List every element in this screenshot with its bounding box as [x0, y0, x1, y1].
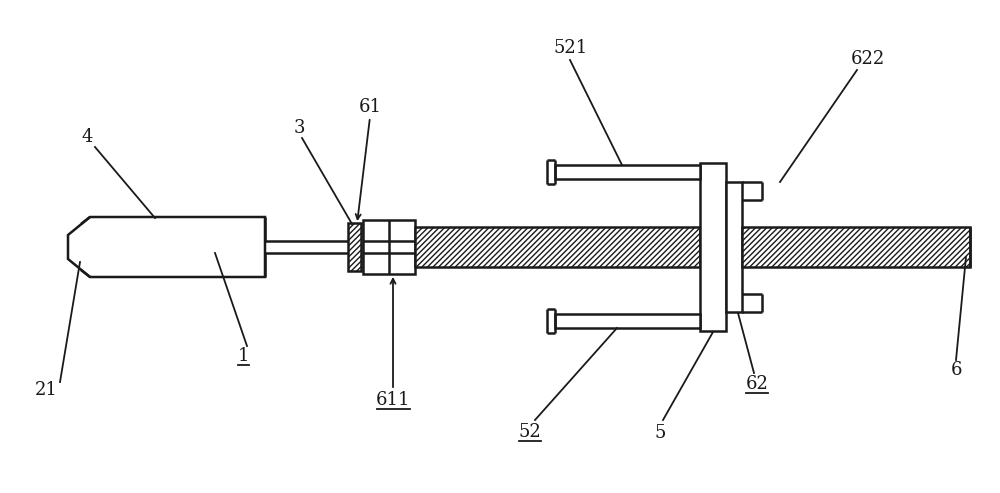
Bar: [555, 314, 700, 328]
Bar: [742, 227, 970, 267]
Bar: [415, 227, 700, 267]
Text: 6: 6: [950, 361, 962, 379]
Bar: [726, 182, 742, 312]
Bar: [348, 223, 361, 271]
Bar: [363, 220, 415, 274]
Text: 3: 3: [293, 119, 305, 137]
Text: 622: 622: [851, 50, 885, 68]
Text: 21: 21: [35, 381, 57, 399]
Text: 521: 521: [554, 39, 588, 57]
Text: 611: 611: [376, 391, 410, 409]
Bar: [555, 165, 700, 179]
Text: 52: 52: [519, 423, 541, 441]
Bar: [700, 163, 726, 331]
Polygon shape: [68, 217, 265, 277]
Text: 62: 62: [746, 375, 768, 393]
Text: 1: 1: [237, 347, 249, 365]
Text: 61: 61: [358, 98, 382, 116]
Text: 5: 5: [654, 424, 666, 442]
Text: 4: 4: [81, 128, 93, 146]
